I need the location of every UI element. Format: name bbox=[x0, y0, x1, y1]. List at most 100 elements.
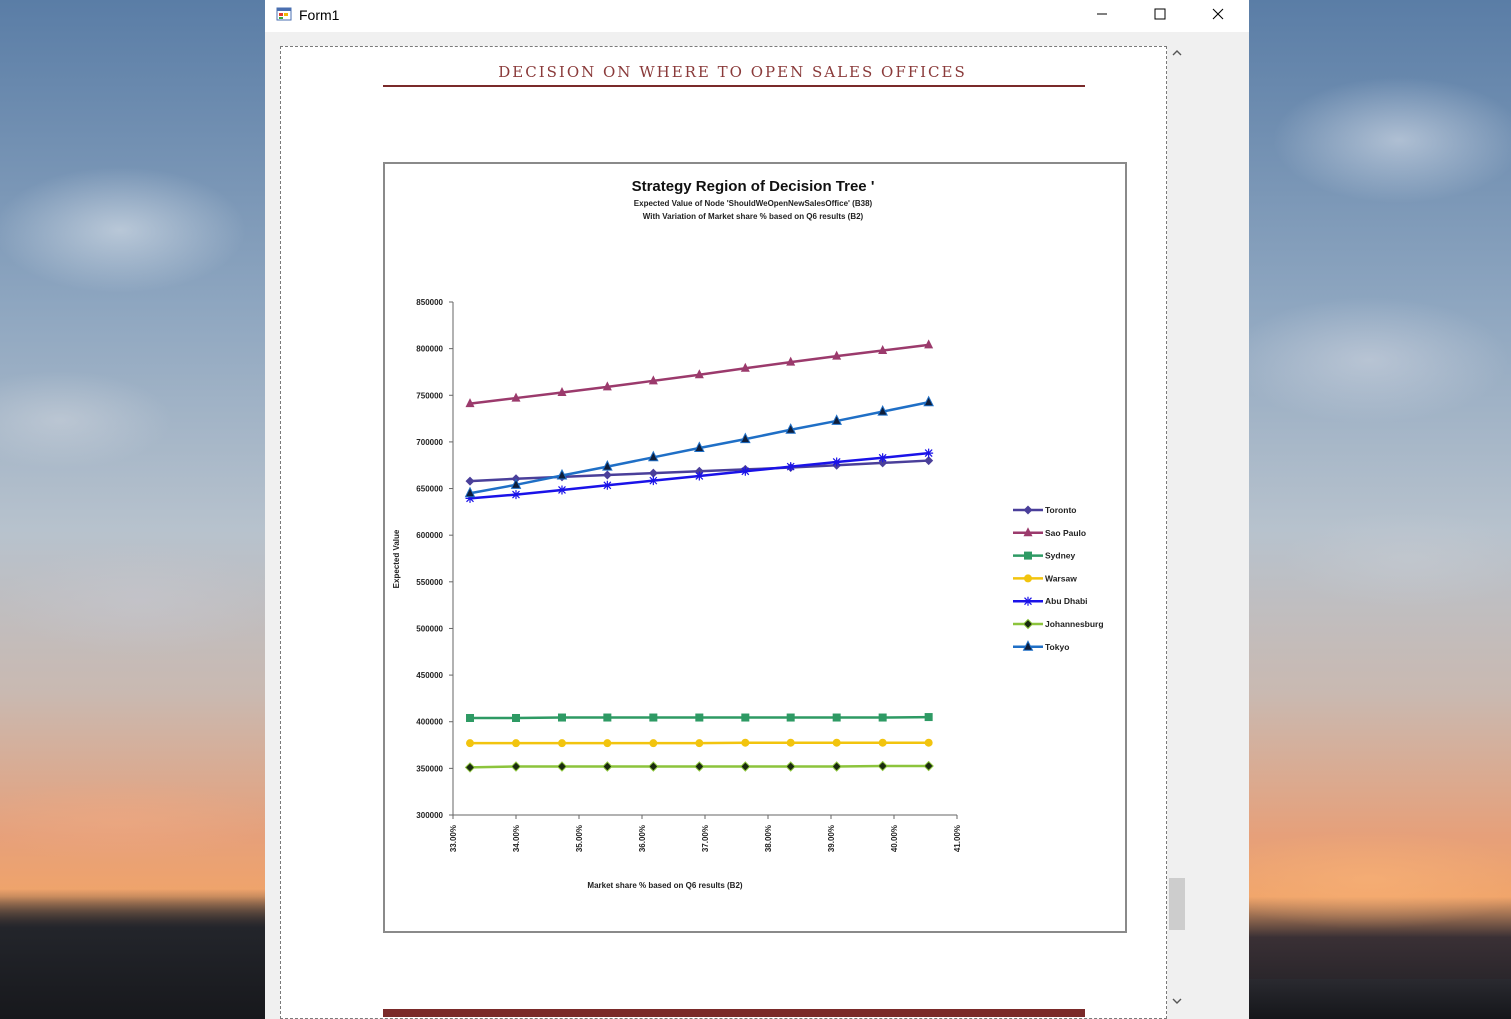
data-point-sao-paulo bbox=[924, 339, 934, 349]
document-viewer[interactable]: DECISION ON WHERE TO OPEN SALES OFFICES … bbox=[280, 46, 1167, 1019]
data-point-sao-paulo bbox=[740, 362, 750, 372]
scroll-down-button[interactable] bbox=[1167, 996, 1187, 1016]
window-title: Form1 bbox=[299, 7, 340, 23]
x-axis-label: Market share % based on Q6 results (B2) bbox=[587, 881, 743, 890]
data-point-sydney bbox=[695, 713, 704, 722]
x-tick-label: 41.00% bbox=[953, 825, 962, 852]
wallpaper-clouds-right bbox=[1249, 0, 1511, 1019]
bottom-rule bbox=[383, 1009, 1085, 1017]
close-button[interactable] bbox=[1189, 0, 1247, 28]
data-point-tokyo bbox=[648, 450, 659, 462]
data-point-sao-paulo bbox=[557, 386, 567, 396]
x-tick-label: 33.00% bbox=[449, 825, 458, 852]
data-point-toronto bbox=[924, 456, 934, 466]
x-tick-label: 34.00% bbox=[512, 825, 521, 852]
series-group bbox=[464, 339, 934, 773]
data-point-abu-dhabi bbox=[694, 471, 704, 481]
line-chart: Strategy Region of Decision Tree ' Expec… bbox=[392, 178, 1104, 890]
x-tick-label: 39.00% bbox=[827, 825, 836, 852]
legend-marker-warsaw bbox=[1024, 574, 1032, 583]
data-point-tokyo bbox=[831, 414, 842, 425]
series-sao-paulo bbox=[465, 339, 934, 408]
data-point-sydney bbox=[832, 713, 841, 722]
wallpaper-city-left bbox=[0, 889, 265, 1019]
legend-label-warsaw: Warsaw bbox=[1045, 573, 1077, 583]
data-point-tokyo bbox=[740, 432, 751, 444]
data-point-sao-paulo bbox=[511, 392, 521, 402]
y-tick-label: 650000 bbox=[416, 485, 443, 494]
data-point-tokyo bbox=[923, 395, 934, 407]
close-icon bbox=[1212, 8, 1224, 20]
data-point-abu-dhabi bbox=[602, 480, 612, 490]
data-point-sao-paulo bbox=[694, 369, 704, 379]
data-point-warsaw bbox=[512, 739, 520, 748]
data-point-warsaw bbox=[466, 739, 475, 748]
y-tick-label: 600000 bbox=[416, 531, 443, 540]
y-axis-label: Expected Value bbox=[392, 529, 401, 588]
series-abu-dhabi bbox=[465, 448, 934, 503]
data-point-sydney bbox=[649, 713, 658, 722]
scroll-up-arrow-icon bbox=[1172, 50, 1182, 56]
legend-marker-abu-dhabi bbox=[1023, 596, 1033, 606]
data-point-warsaw bbox=[832, 738, 841, 747]
data-point-toronto bbox=[602, 470, 612, 480]
data-point-sydney bbox=[878, 713, 887, 722]
y-tick-label: 300000 bbox=[416, 811, 443, 820]
legend-marker-sao-paulo bbox=[1023, 527, 1033, 537]
y-tick-label: 550000 bbox=[416, 578, 443, 587]
data-point-sydney bbox=[557, 713, 566, 722]
legend-label-abu-dhabi: Abu Dhabi bbox=[1045, 596, 1088, 606]
maximize-icon bbox=[1154, 8, 1166, 20]
data-point-johannesburg bbox=[602, 761, 613, 772]
y-tick-label: 400000 bbox=[416, 718, 443, 727]
data-point-sao-paulo bbox=[832, 350, 842, 360]
data-point-warsaw bbox=[695, 739, 704, 748]
x-tick-label: 36.00% bbox=[638, 825, 647, 852]
y-tick-label: 350000 bbox=[416, 764, 443, 773]
data-point-warsaw bbox=[603, 739, 612, 748]
chart-frame: Strategy Region of Decision Tree ' Expec… bbox=[383, 162, 1127, 933]
data-point-johannesburg bbox=[464, 762, 476, 773]
heading-rule bbox=[383, 85, 1085, 87]
y-tick-label: 800000 bbox=[416, 345, 443, 354]
legend-item-toronto: Toronto bbox=[1013, 505, 1076, 515]
data-point-abu-dhabi bbox=[878, 453, 888, 463]
data-point-abu-dhabi bbox=[832, 457, 842, 467]
data-point-johannesburg bbox=[785, 761, 796, 772]
scroll-thumb[interactable] bbox=[1169, 878, 1185, 930]
legend-label-johannesburg: Johannesburg bbox=[1045, 619, 1104, 629]
minimize-icon bbox=[1097, 13, 1107, 15]
data-point-tokyo bbox=[602, 460, 613, 471]
minimize-button[interactable] bbox=[1073, 0, 1131, 28]
data-point-warsaw bbox=[741, 738, 750, 747]
y-tick-label: 850000 bbox=[416, 298, 443, 307]
data-point-warsaw bbox=[878, 738, 887, 747]
data-point-warsaw bbox=[924, 738, 933, 747]
data-point-sydney bbox=[512, 713, 520, 722]
data-point-abu-dhabi bbox=[557, 485, 567, 495]
legend-item-sao-paulo: Sao Paulo bbox=[1013, 527, 1086, 538]
maximize-button[interactable] bbox=[1131, 0, 1189, 28]
form1-window: Form1 DECISION ON WHERE TO OPEN SALES OF… bbox=[265, 0, 1249, 1019]
data-point-tokyo bbox=[510, 478, 522, 489]
data-point-toronto bbox=[465, 476, 475, 486]
title-bar[interactable]: Form1 bbox=[265, 0, 1249, 32]
vertical-scrollbar[interactable] bbox=[1167, 46, 1187, 1019]
scroll-up-button[interactable] bbox=[1167, 48, 1187, 68]
data-point-sydney bbox=[603, 713, 612, 722]
series-tokyo bbox=[464, 395, 934, 498]
chart-subtitle-1: Expected Value of Node 'ShouldWeOpenNewS… bbox=[634, 199, 873, 208]
data-point-abu-dhabi bbox=[924, 448, 934, 458]
legend-marker-sydney bbox=[1024, 551, 1032, 560]
axes: 850000 800000 750000 700000 650000 600000 5500… bbox=[416, 298, 962, 852]
x-tick-label: 38.00% bbox=[764, 825, 773, 852]
wallpaper-city-right bbox=[1249, 979, 1511, 1019]
data-point-sydney bbox=[786, 713, 795, 722]
data-point-johannesburg bbox=[648, 761, 659, 772]
data-point-sydney bbox=[924, 713, 933, 722]
data-point-tokyo bbox=[556, 468, 568, 480]
data-point-sao-paulo bbox=[878, 345, 888, 355]
x-tick-label: 35.00% bbox=[575, 825, 584, 852]
y-tick-label: 750000 bbox=[416, 391, 443, 400]
